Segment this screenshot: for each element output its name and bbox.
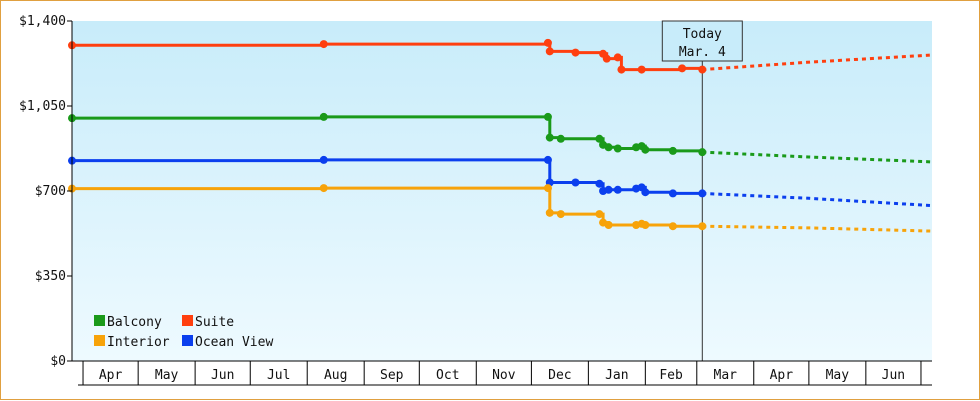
plot-background [72,21,932,361]
today-label: Today [683,27,722,42]
forecast-line-interior [702,224,933,233]
series-point-ocean-view [698,189,707,198]
series-point-ocean-view [604,185,613,194]
series-point-balcony [604,143,613,152]
x-tick-label: Jun [211,368,234,383]
x-tick-label: Dec [548,368,571,383]
series-point-suite [545,47,554,56]
series-point-suite [617,65,626,74]
x-tick-label: Sep [380,368,404,383]
today-date: Mar. 4 [679,45,726,60]
y-tick-label: $700 [35,184,66,199]
series-point-balcony [556,134,565,143]
x-tick-label: Aug [324,368,347,383]
legend-swatch-interior [94,335,105,346]
legend-swatch-suite [182,315,193,326]
series-point-interior [698,222,707,231]
today-label-box [661,20,743,62]
forecast-line-ocean-view [702,191,933,208]
series-point-ocean-view [319,155,328,164]
series-point-balcony [543,112,552,121]
series-point-balcony [545,133,554,142]
x-tick-label: Nov [492,368,516,383]
x-tick-label: Mar [714,368,738,383]
x-tick-label: Apr [770,368,794,383]
series-point-suite [602,54,611,63]
series-point-ocean-view [595,179,604,188]
legend-label-suite: Suite [195,315,234,330]
series-point-suite [613,53,622,62]
forecast-line-suite [702,53,933,72]
x-tick-label: May [826,368,850,383]
y-tick-label: $1,050 [19,99,66,114]
series-point-suite [319,40,328,49]
x-tick-label: Jun [882,368,905,383]
x-tick-label: Jan [605,368,628,383]
series-point-suite [698,65,707,74]
legend-label-balcony: Balcony [107,315,162,330]
series-point-interior [319,184,328,193]
x-tick-label: Feb [659,368,683,383]
series-point-balcony [698,148,707,157]
series-point-balcony [319,112,328,121]
legend-swatch-balcony [94,315,105,326]
series-point-suite [678,64,687,73]
series-point-interior [641,221,650,229]
series-point-balcony [668,146,677,155]
series-point-interior [604,221,613,229]
series-point-suite [543,38,552,47]
series-point-suite [571,48,580,57]
series-point-interior [595,210,604,219]
y-tick-label: $350 [35,269,66,284]
series-point-balcony [613,144,622,153]
series-point-ocean-view [641,188,650,197]
series-point-interior [543,184,552,193]
series-point-interior [545,208,554,217]
legend-swatch-ocean-view [182,335,193,346]
forecast-line-balcony [702,150,933,164]
series-point-ocean-view [668,189,677,198]
series-point-ocean-view [543,155,552,164]
series-point-interior [556,210,565,219]
series-point-ocean-view [613,185,622,194]
series-point-ocean-view [571,178,580,187]
y-tick-label: $1,400 [19,14,66,29]
legend-label-ocean-view: Ocean View [195,335,273,350]
x-tick-label: Apr [99,368,123,383]
series-point-balcony [641,145,650,154]
x-tick-label: Oct [436,368,459,383]
series-point-balcony [595,134,604,143]
series-point-interior [668,222,677,231]
x-tick-label: Jul [267,368,290,383]
legend-label-interior: Interior [107,335,170,350]
x-tick-label: May [155,368,179,383]
series-point-suite [637,65,646,74]
y-tick-label: $0 [50,354,66,369]
